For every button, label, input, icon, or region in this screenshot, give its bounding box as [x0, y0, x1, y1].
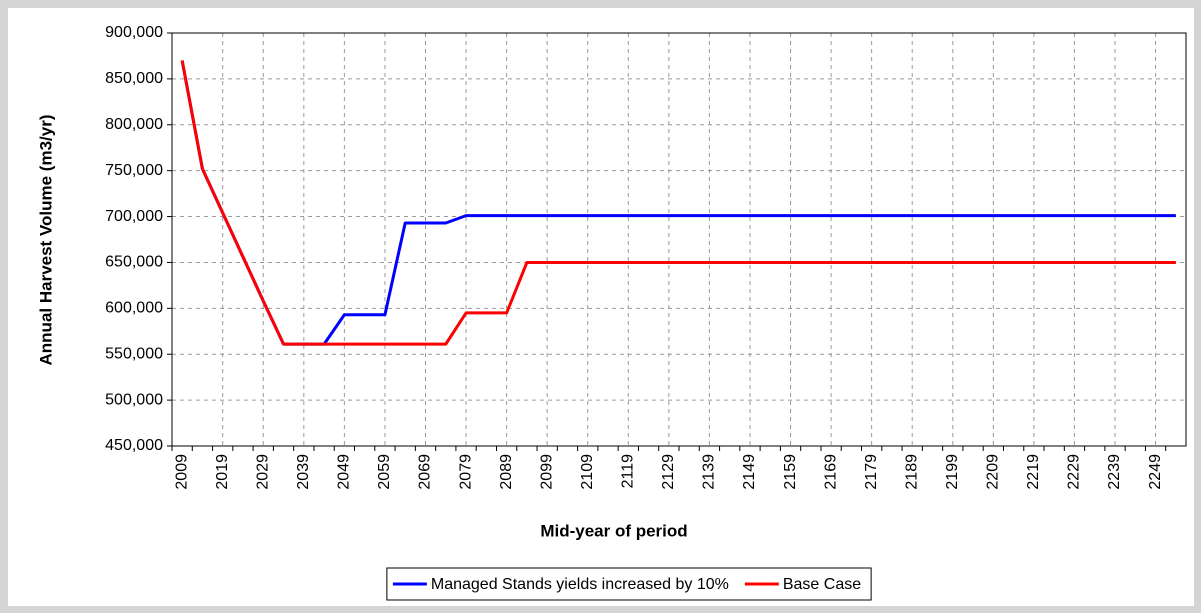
x-tick-label: 2029	[254, 454, 271, 490]
x-tick-label: 2249	[1147, 454, 1164, 490]
y-tick-label: 450,000	[105, 437, 163, 454]
x-tick-label: 2009	[173, 454, 190, 490]
plot-border	[171, 32, 1187, 447]
legend: Managed Stands yields increased by 10% Ba…	[386, 567, 872, 601]
x-tick-label: 2239	[1106, 454, 1123, 490]
x-tick-label: 2099	[538, 454, 555, 490]
y-tick-label: 600,000	[105, 300, 163, 317]
x-tick-label: 2139	[701, 454, 718, 490]
legend-label: Base Case	[783, 576, 861, 593]
x-tick-label: 2159	[782, 454, 799, 490]
series-line	[180, 60, 1176, 346]
series-line	[180, 60, 1176, 346]
x-tick-label: 2019	[214, 454, 231, 490]
y-tick-label: 750,000	[105, 162, 163, 179]
x-tick-label: 2119	[620, 454, 637, 489]
x-tick-label: 2149	[741, 454, 758, 490]
x-tick-label: 2209	[985, 454, 1002, 490]
x-tick-label: 2219	[1025, 454, 1042, 490]
x-tick-label: 2039	[295, 454, 312, 490]
x-tick-label: 2169	[822, 454, 839, 490]
y-tick-label: 650,000	[105, 254, 163, 271]
x-tick-label: 2199	[944, 454, 961, 490]
x-tick-label: 2079	[457, 454, 474, 490]
x-axis-title: Mid-year of period	[540, 521, 687, 540]
x-tick-label: 2069	[417, 454, 434, 490]
y-tick-label: 700,000	[105, 208, 163, 225]
x-tick-label: 2089	[498, 454, 515, 490]
y-tick-label: 850,000	[105, 70, 163, 87]
y-tick-label: 500,000	[105, 391, 163, 408]
x-tick-label: 2179	[863, 454, 880, 490]
plot-area	[172, 33, 1186, 446]
y-tick-label: 550,000	[105, 345, 163, 362]
y-tick-label: 800,000	[105, 116, 163, 133]
legend-box	[386, 567, 872, 601]
x-tick-label: 2229	[1066, 454, 1083, 490]
x-tick-label: 2059	[376, 454, 393, 490]
x-tick-label: 2109	[579, 454, 596, 490]
x-tick-label: 2189	[903, 454, 920, 490]
y-axis-title: Annual Harvest Volume (m3/yr)	[36, 115, 55, 366]
legend-label: Managed Stands yields increased by 10%	[431, 576, 729, 593]
y-tick-label: 900,000	[105, 24, 163, 41]
x-tick-label: 2129	[660, 454, 677, 490]
x-tick-label: 2049	[336, 454, 353, 490]
